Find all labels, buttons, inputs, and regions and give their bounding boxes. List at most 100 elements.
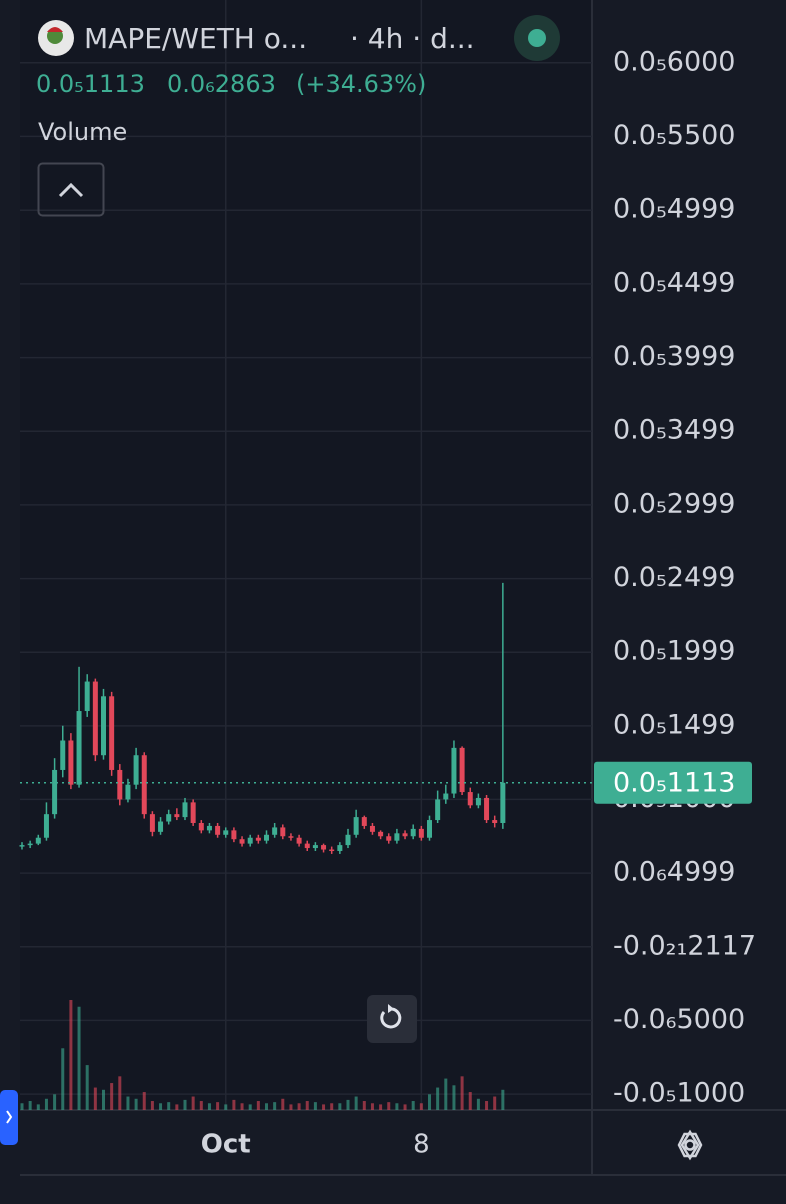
settings-center <box>684 1139 696 1151</box>
candle-body <box>321 845 327 850</box>
volume-bar <box>452 1085 456 1110</box>
volume-bar <box>387 1102 391 1110</box>
volume-bar <box>379 1104 383 1110</box>
volume-bar <box>485 1101 489 1110</box>
candle-body <box>427 820 432 838</box>
candle-body <box>68 740 74 785</box>
candle-body <box>361 817 367 826</box>
y-tick-label: 0.0₅3499 <box>613 415 735 446</box>
reset-icon <box>380 1007 402 1029</box>
candle-body <box>378 831 384 837</box>
volume-bar <box>20 1103 24 1110</box>
candle-body <box>206 825 212 831</box>
candle-body <box>484 797 490 821</box>
y-tick-label: -0.0₆5000 <box>613 1004 745 1035</box>
volume-bar <box>338 1103 342 1110</box>
volume-bar <box>403 1104 407 1110</box>
x-tick-label: Oct <box>201 1130 251 1160</box>
candle-body <box>215 825 221 835</box>
volume-bar <box>224 1104 228 1110</box>
status-dot <box>528 29 546 47</box>
candle-body <box>475 797 481 806</box>
volume-bar <box>501 1089 505 1110</box>
candle-body <box>43 814 49 838</box>
y-tick-label: -0.0₅1000 <box>613 1078 745 1109</box>
candle-body <box>288 836 294 838</box>
candle-body <box>141 755 147 815</box>
volume-bar <box>256 1101 260 1110</box>
volume-bar <box>53 1094 57 1110</box>
candle-body <box>109 696 115 770</box>
volume-bar <box>232 1099 236 1110</box>
volume-bar <box>476 1098 480 1110</box>
y-tick-label: 0.0₅4999 <box>613 194 735 225</box>
y-tick-label: -0.0₂₁2117 <box>613 930 756 961</box>
volume-bar <box>297 1103 301 1110</box>
volume-bar <box>85 1065 89 1110</box>
candle-body <box>492 820 498 823</box>
volume-bar <box>175 1104 179 1110</box>
volume-layer <box>20 1000 505 1110</box>
side-tab[interactable] <box>0 1090 18 1145</box>
candle-body <box>125 784 131 800</box>
volume-bar <box>265 1103 268 1110</box>
y-tick-label: 0.0₆4999 <box>613 857 735 888</box>
collapse-icon <box>58 182 84 198</box>
volume-bar <box>102 1089 105 1110</box>
y-tick-label: 0.0₅4499 <box>613 267 735 298</box>
candle-layer <box>19 582 506 854</box>
candle-body <box>117 769 123 800</box>
volume-bar <box>36 1104 40 1110</box>
volume-bar <box>436 1087 440 1110</box>
volume-bar <box>134 1098 138 1110</box>
candle-body <box>174 814 180 818</box>
reset-icon-arrow <box>388 1004 394 1013</box>
volume-bar <box>118 1076 122 1110</box>
volume-bar <box>444 1078 448 1110</box>
candle-body <box>410 828 416 837</box>
plot-area <box>20 0 592 1110</box>
candle-body <box>182 802 188 818</box>
collapse-button[interactable] <box>37 162 105 217</box>
y-tick-label: 0.0₅5500 <box>613 120 735 151</box>
volume-bar <box>126 1096 130 1110</box>
volume-bar <box>93 1087 97 1110</box>
side-tab-icon <box>6 1110 13 1124</box>
candle-body <box>76 711 82 785</box>
candle-body <box>190 802 196 823</box>
volume-bar <box>330 1103 334 1110</box>
reset-button[interactable] <box>367 995 417 1043</box>
volume-bar <box>167 1102 171 1110</box>
volume-bar <box>69 1000 73 1110</box>
volume-bar <box>493 1096 497 1110</box>
x-tick-label: 8 <box>413 1130 430 1160</box>
candle-body <box>394 833 400 841</box>
volume-bar <box>362 1101 366 1110</box>
volume-bar <box>207 1103 211 1110</box>
volume-bar <box>460 1076 464 1110</box>
candle-body <box>133 755 139 785</box>
candle-body <box>312 845 318 849</box>
candle-body <box>329 849 335 852</box>
candle-body <box>255 837 261 841</box>
volume-bar <box>411 1101 415 1110</box>
candle-body <box>92 681 98 756</box>
candle-body <box>158 821 164 832</box>
candle-body <box>296 837 302 844</box>
volume-bar <box>248 1104 252 1110</box>
candle-body <box>27 843 33 846</box>
y-tick-label: 0.0₅2999 <box>613 488 735 519</box>
volume-bar <box>468 1092 472 1110</box>
candle-body <box>443 793 449 800</box>
candle-body <box>35 837 41 844</box>
settings-icon[interactable] <box>680 1129 700 1161</box>
candle-body <box>280 827 286 837</box>
candle-body <box>223 830 229 835</box>
candle-body <box>264 834 269 841</box>
volume-bar <box>346 1099 350 1110</box>
candle-body <box>467 792 473 806</box>
candle-body <box>19 845 25 847</box>
candle-body <box>198 822 204 831</box>
